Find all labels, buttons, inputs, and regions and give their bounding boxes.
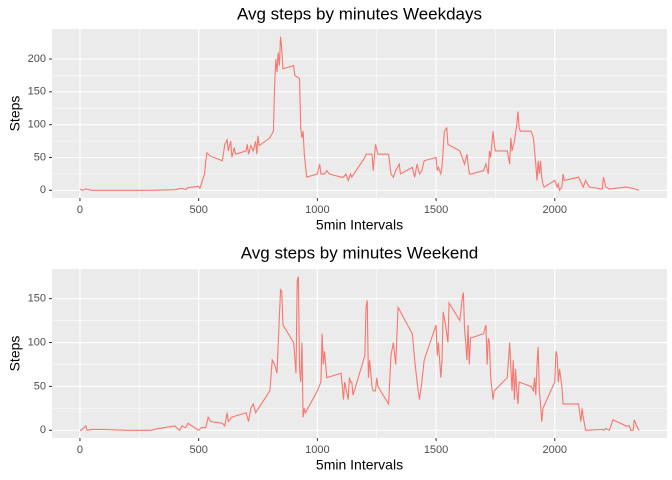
y-tick-label: 150 xyxy=(28,293,46,305)
x-tick-label: 2000 xyxy=(543,204,567,216)
y-tick-label: 100 xyxy=(28,336,46,348)
data-line xyxy=(79,36,640,192)
x-tick-label: 1000 xyxy=(305,444,329,456)
y-tick-label: 150 xyxy=(28,86,46,98)
x-axis-label: 5min Intervals xyxy=(316,457,403,473)
x-axis-label: 5min Intervals xyxy=(316,217,403,233)
x-tick-label: 0 xyxy=(77,204,83,216)
x-tick-label: 1500 xyxy=(424,204,448,216)
y-tick-label: 0 xyxy=(40,184,46,196)
x-tick-label: 500 xyxy=(189,444,207,456)
x-tick-label: 1500 xyxy=(424,444,448,456)
plot-background xyxy=(52,29,667,198)
y-tick-label: 100 xyxy=(28,119,46,131)
y-axis-label: Steps xyxy=(7,336,23,372)
y-tick-label: 0 xyxy=(40,424,46,436)
chart-title: Avg steps by minutes Weekend xyxy=(241,243,479,262)
x-tick-label: 1000 xyxy=(305,204,329,216)
data-line xyxy=(79,276,640,432)
y-axis-label: Steps xyxy=(7,96,23,132)
y-tick-label: 200 xyxy=(28,53,46,65)
chart-title: Avg steps by minutes Weekdays xyxy=(237,4,482,23)
plot-background xyxy=(52,269,667,438)
x-tick-label: 2000 xyxy=(543,444,567,456)
x-tick-label: 0 xyxy=(77,444,83,456)
y-tick-label: 50 xyxy=(34,151,46,163)
x-tick-label: 500 xyxy=(189,204,207,216)
y-tick-label: 50 xyxy=(34,380,46,392)
